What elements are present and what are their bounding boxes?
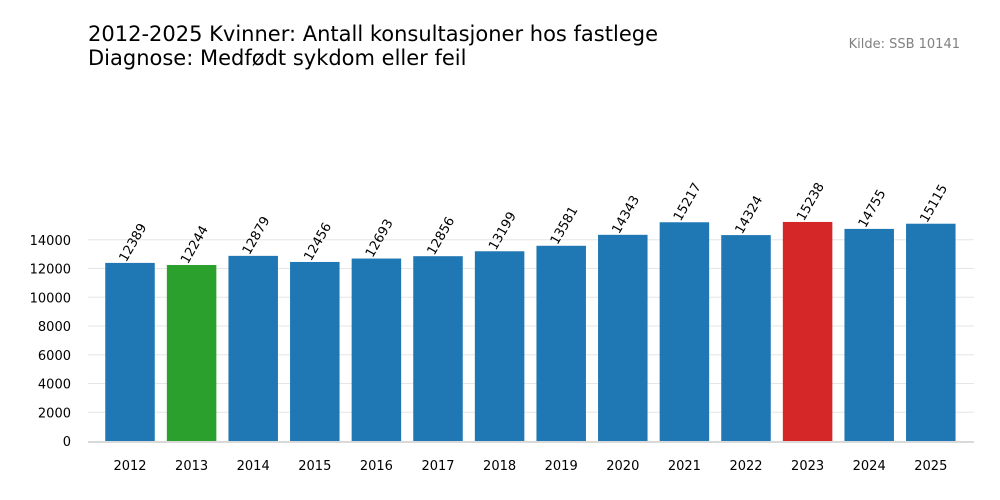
- bar-2021: [659, 222, 710, 441]
- x-tick-label: 2013: [175, 459, 208, 474]
- y-tick-label: 6000: [38, 349, 71, 364]
- x-tick-label: 2025: [914, 459, 947, 474]
- bar-value-label-2024: 14755: [856, 187, 890, 230]
- bars: [105, 221, 956, 441]
- bar-value-label-2019: 13581: [548, 204, 582, 247]
- bar-2024: [844, 228, 894, 441]
- bar-value-label-2018: 13199: [486, 210, 520, 253]
- bar-value-label-2025: 15115: [917, 182, 951, 225]
- bar-2015: [290, 261, 340, 441]
- bar-2020: [598, 234, 648, 441]
- bar-2014: [228, 255, 278, 441]
- x-tick-label: 2022: [729, 459, 762, 474]
- chart-title-line-2: Diagnose: Medfødt sykdom eller feil: [88, 46, 467, 70]
- x-tick-label: 2024: [853, 459, 886, 474]
- bar-2023: [782, 221, 833, 441]
- x-tick-label: 2020: [606, 459, 639, 474]
- bar-2018: [474, 251, 525, 441]
- bar-value-label-2016: 12693: [363, 217, 397, 260]
- bar-value-label-2020: 14343: [609, 193, 643, 236]
- x-tick-label: 2019: [545, 459, 578, 474]
- x-tick-label: 2023: [791, 459, 824, 474]
- bar-value-label-2021: 15217: [671, 181, 705, 224]
- y-axis-ticks: 0 2000 4000 6000 8000 10000 12000 14000: [30, 234, 71, 450]
- x-tick-label: 2018: [483, 459, 516, 474]
- y-tick-label: 2000: [38, 406, 71, 421]
- bar-2016: [351, 258, 402, 441]
- bar-2025: [906, 223, 956, 441]
- x-tick-label: 2021: [668, 459, 701, 474]
- y-tick-label: 0: [63, 435, 71, 450]
- bar-2012: [105, 262, 155, 441]
- x-tick-label: 2016: [360, 459, 393, 474]
- y-tick-label: 12000: [30, 263, 71, 278]
- bar-2022: [721, 235, 771, 441]
- bar-value-label-2015: 12456: [301, 220, 335, 263]
- y-tick-label: 4000: [38, 378, 71, 393]
- x-tick-label: 2017: [421, 459, 454, 474]
- bar-2013: [166, 264, 217, 441]
- bar-value-label-2023: 15238: [794, 180, 828, 223]
- chart-title-line-1: 2012-2025 Kvinner: Antall konsultasjoner…: [88, 22, 658, 46]
- x-tick-label: 2015: [298, 459, 331, 474]
- x-tick-label: 2014: [237, 459, 270, 474]
- y-tick-label: 8000: [38, 320, 71, 335]
- x-axis-ticks: 2012 2013 2014 2015 2016 2017 2018 2019 2020 2021…: [113, 459, 947, 474]
- source-label: Kilde: SSB 10141: [848, 37, 960, 52]
- x-tick-label: 2012: [113, 459, 146, 474]
- grid-lines: [88, 239, 974, 413]
- bar-value-label-2012: 12389: [117, 221, 151, 264]
- bar-value-label-2013: 12244: [178, 223, 212, 266]
- bar-value-label-2017: 12856: [425, 215, 459, 258]
- bar-value-label-2014: 12879: [240, 214, 274, 257]
- y-tick-label: 14000: [30, 234, 71, 249]
- bar-2019: [536, 245, 586, 441]
- bar-2017: [413, 256, 463, 441]
- y-tick-label: 10000: [30, 291, 71, 306]
- bar-value-label-2022: 14324: [733, 193, 767, 236]
